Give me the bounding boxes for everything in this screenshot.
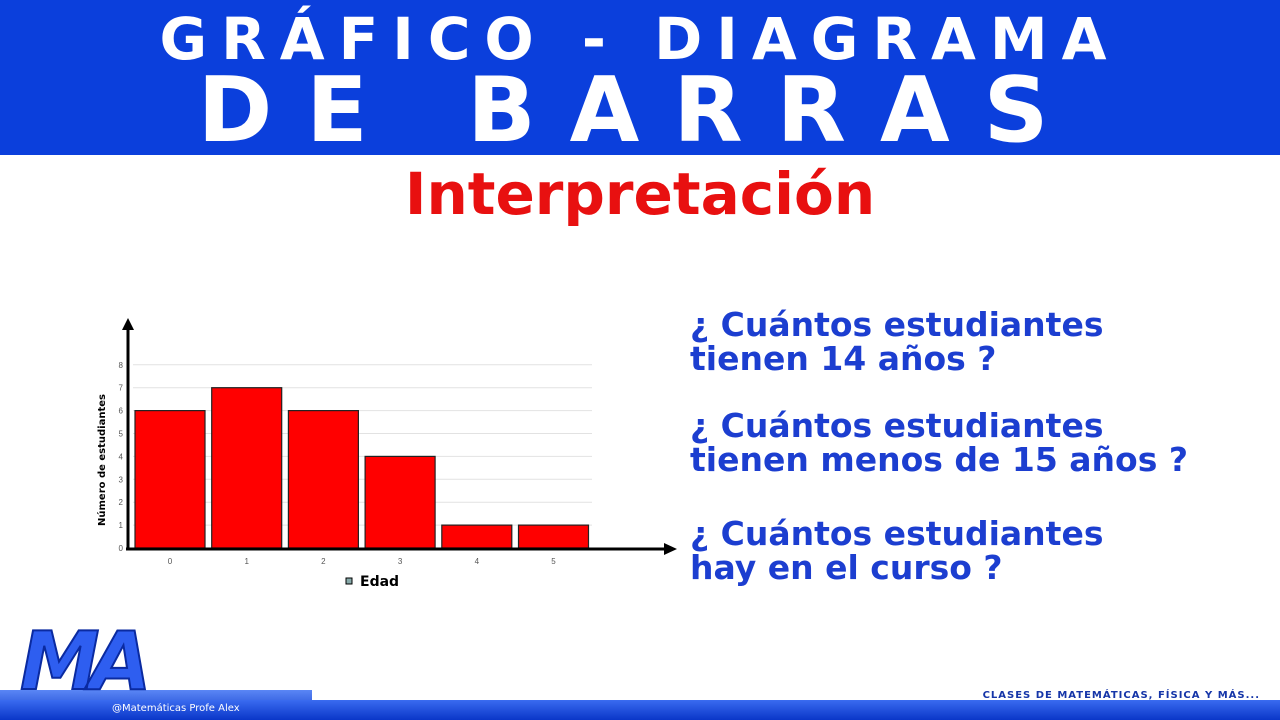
footer-band <box>0 700 1280 720</box>
bar-3 <box>364 455 436 549</box>
legend-swatch <box>345 577 353 585</box>
question-2-line-2: tienen menos de 15 años ? <box>690 440 1188 479</box>
y-axis-label: Número de estudiantes <box>96 394 108 526</box>
x-tick-label: 4 <box>475 557 480 566</box>
question-3-line-2: hay en el curso ? <box>690 548 1003 587</box>
x-tick-label: 5 <box>551 557 556 566</box>
y-tick-label: 4 <box>119 452 124 461</box>
question-3: ¿ Cuántos estudiantes hay en el curso ? <box>690 517 1103 585</box>
x-tick-label: 3 <box>398 557 403 566</box>
question-2: ¿ Cuántos estudiantes tienen menos de 15 … <box>690 409 1188 477</box>
subtitle: Interpretación <box>404 160 876 228</box>
y-tick-label: 0 <box>119 544 124 553</box>
y-tick-label: 7 <box>119 384 124 393</box>
tagline: CLASES DE MATEMÁTICAS, FÍSICA Y MÁS... <box>982 690 1260 701</box>
bar-0 <box>134 410 206 549</box>
bar-2 <box>287 410 359 549</box>
y-tick-label: 8 <box>119 361 124 370</box>
question-1-line-2: tienen 14 años ? <box>690 339 997 378</box>
header-banner: GRÁFICO - DIAGRAMA DE BARRAS <box>0 0 1280 163</box>
y-tick-label: 5 <box>119 430 124 439</box>
y-axis-arrow <box>122 318 134 330</box>
y-tick-label: 6 <box>119 407 124 416</box>
y-tick-label: 1 <box>119 521 124 530</box>
question-1: ¿ Cuántos estudiantes tienen 14 años ? <box>690 308 1103 376</box>
x-tick-label: 1 <box>244 557 249 566</box>
bar-4 <box>441 524 513 549</box>
question-2-line-1: ¿ Cuántos estudiantes <box>690 406 1104 445</box>
legend-label: Edad <box>360 574 399 590</box>
social-handle: @Matemáticas Profe Alex <box>112 703 240 714</box>
x-tick-label: 0 <box>168 557 173 566</box>
question-1-line-1: ¿ Cuántos estudiantes <box>690 305 1104 344</box>
y-tick-label: 3 <box>119 475 124 484</box>
bar-5 <box>517 524 590 549</box>
bar-chart: 0 1 2 3 4 5 6 7 8 0 1 2 3 4 5 Número de estudiantes Edad <box>96 318 677 590</box>
title-line-1: GRÁFICO - DIAGRAMA <box>159 5 1121 73</box>
x-axis-arrow <box>664 543 677 555</box>
y-tick-label: 2 <box>119 498 124 507</box>
question-3-line-1: ¿ Cuántos estudiantes <box>690 514 1104 553</box>
logo: MA <box>19 614 152 709</box>
x-tick-label: 2 <box>321 557 326 566</box>
bar-1 <box>211 387 283 549</box>
title-line-2: DE BARRAS <box>197 58 1083 163</box>
